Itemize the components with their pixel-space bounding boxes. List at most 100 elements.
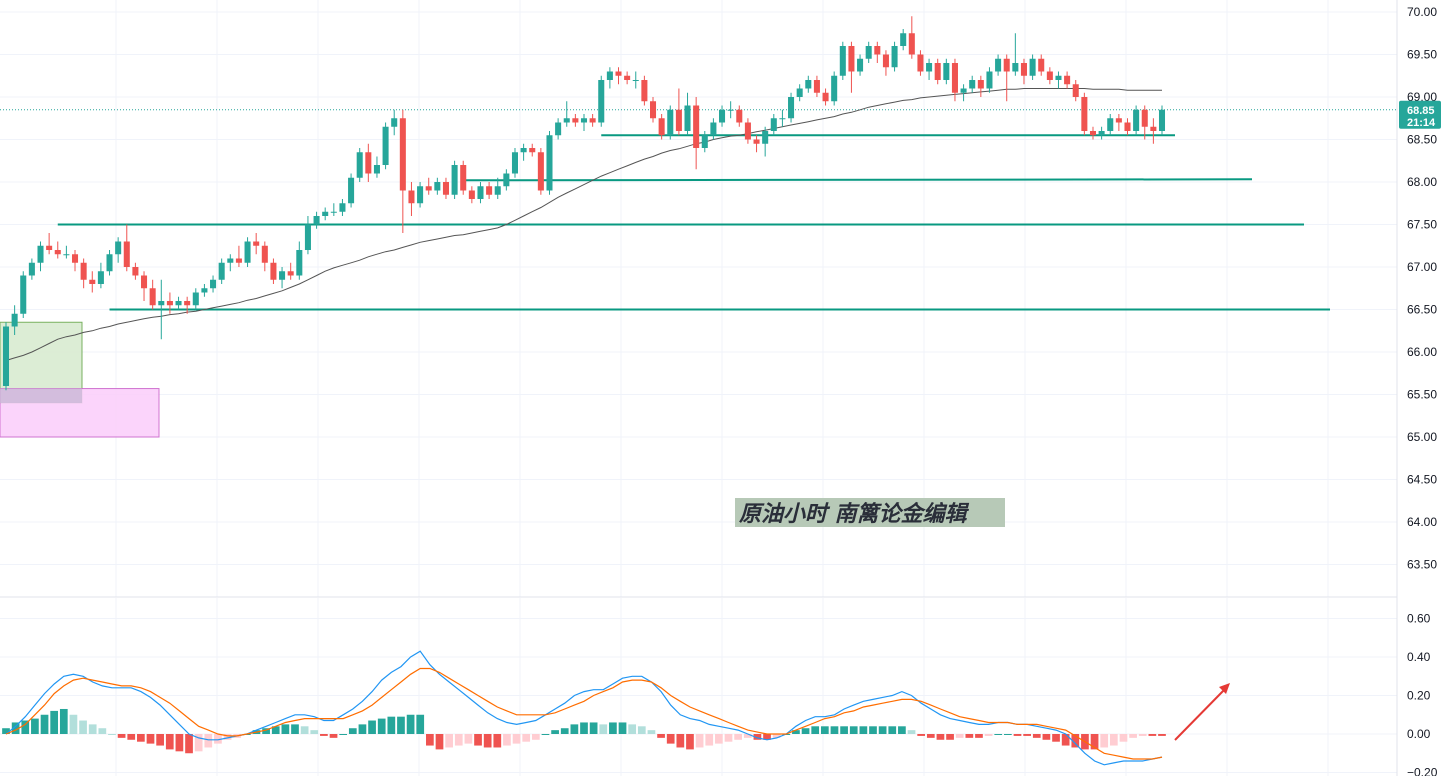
macd-histogram-bar [994, 734, 1003, 735]
support-resistance-levels[interactable] [57, 134, 1330, 311]
price-axis[interactable]: 70.00 69.50 69.00 68.50 68.00 67.50 67.00 66.50… [1407, 5, 1437, 572]
macd-histogram-bar [589, 722, 598, 734]
candlestick [71, 250, 79, 272]
macd-histogram-bar [955, 734, 964, 738]
candle-body [649, 101, 657, 119]
macd-histogram-bar [763, 734, 771, 740]
candlestick [1029, 54, 1036, 80]
candlesticks-layer[interactable] [2, 16, 1166, 391]
last-price-value: 68.85 [1407, 105, 1435, 117]
candle-body [54, 250, 61, 255]
macd-histogram-bar [512, 734, 521, 744]
candle-body [555, 122, 562, 136]
candlestick [1012, 33, 1019, 76]
candlestick [848, 41, 855, 93]
macd-histogram-bar [1148, 734, 1157, 736]
candle-body [951, 63, 958, 93]
candle-body [166, 301, 173, 306]
candlestick [356, 148, 363, 182]
macd-histogram-bar [377, 718, 386, 734]
price-tick-label: 65.00 [1407, 430, 1437, 444]
candle-body [710, 122, 717, 136]
candlestick [365, 143, 372, 182]
candle-body [210, 279, 217, 289]
macd-histogram-bar [849, 726, 858, 734]
candlestick [753, 135, 760, 153]
candlestick [805, 75, 812, 93]
macd-histogram-bar [454, 734, 463, 746]
macd-histogram-bar [358, 724, 367, 734]
price-tick-label: 68.50 [1407, 133, 1437, 147]
macd-histogram-bar [1052, 734, 1060, 742]
macd-histogram-bar [618, 722, 627, 734]
candlestick [442, 177, 449, 199]
price-tick-label: 64.50 [1407, 473, 1437, 487]
macd-histogram-bar [503, 734, 511, 746]
candle-body [719, 109, 726, 123]
candle-body [80, 262, 87, 280]
candle-body [322, 211, 329, 216]
macd-histogram-bar [541, 734, 550, 735]
candle-body [1029, 58, 1036, 76]
price-tick-label: 68.00 [1407, 175, 1437, 189]
macd-histogram-bar [185, 734, 193, 754]
candlestick [1003, 54, 1010, 102]
candlestick [503, 169, 510, 191]
candle-body [675, 109, 682, 131]
candlestick [960, 84, 967, 102]
candlestick [115, 237, 122, 263]
candle-body [1124, 122, 1131, 131]
candle-body [874, 46, 881, 55]
candlestick [486, 182, 493, 199]
candle-body [589, 118, 596, 123]
macd-histogram-bar [281, 724, 290, 734]
candlestick [184, 296, 191, 314]
macd-histogram-bar [609, 722, 617, 734]
candle-body [546, 135, 553, 191]
candlestick [882, 50, 889, 76]
candle-body [382, 126, 389, 165]
macd-histogram-bar [137, 734, 145, 742]
macd-histogram-bar [194, 734, 203, 752]
macd-histogram-bar [406, 714, 415, 734]
watermark-background [735, 498, 1005, 527]
macd-histogram-bar [705, 734, 714, 746]
candle-body [356, 152, 363, 178]
candle-body [624, 75, 631, 80]
macd-histogram-bar [878, 726, 887, 734]
macd-histogram-bar [869, 726, 877, 734]
candle-body [1020, 63, 1027, 76]
candlestick [1158, 105, 1166, 136]
candlestick [917, 50, 924, 76]
macd-histogram-bar [1109, 734, 1118, 746]
macd-histogram-bar [936, 734, 945, 740]
macd-histogram-bar [368, 720, 376, 734]
candlestick [166, 292, 173, 314]
candlestick [373, 156, 380, 178]
candlestick [908, 16, 915, 59]
candle-body [1003, 58, 1010, 72]
candle-body [425, 186, 432, 191]
macd-axis[interactable]: 0.60 0.40 0.20 0.00 −0.20 [1407, 612, 1438, 776]
macd-histogram-bar [2, 728, 10, 734]
macd-histogram-bar [695, 734, 704, 748]
candlestick [675, 88, 682, 136]
candlestick [417, 182, 424, 208]
candle-body [365, 152, 372, 174]
macd-histogram-bar [156, 734, 164, 746]
macd-tick-label: 0.60 [1407, 612, 1431, 626]
candle-body [106, 254, 113, 272]
price-tick-label: 69.00 [1407, 90, 1437, 104]
candle-body [615, 71, 622, 76]
candle-body [192, 292, 199, 306]
macd-histogram-bar [1023, 734, 1031, 736]
candlestick [1089, 126, 1097, 140]
candle-body [184, 301, 191, 306]
candle-body [408, 190, 415, 204]
candlestick [330, 203, 337, 216]
candlestick [1107, 114, 1114, 136]
candle-body [373, 165, 380, 174]
candle-body [304, 224, 311, 250]
candlestick [1124, 118, 1131, 136]
